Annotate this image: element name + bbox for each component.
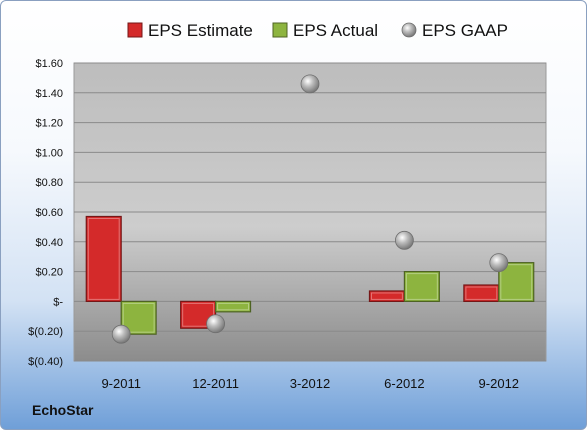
y-tick-label: $1.20 [35, 118, 63, 130]
x-tick-label: 3-2012 [290, 376, 330, 391]
y-tick-label: $1.00 [35, 147, 63, 159]
legend-estimate-swatch [127, 22, 143, 38]
legend-gaap-swatch [401, 22, 417, 38]
y-tick-label: $1.40 [35, 88, 63, 100]
bar-highlight [405, 273, 438, 300]
y-tick-label: $0.80 [35, 177, 63, 189]
bar-highlight [465, 286, 498, 300]
actual-bar [403, 271, 440, 303]
bar-highlight [370, 292, 403, 300]
bar-highlight [217, 302, 250, 311]
y-tick-label: $0.20 [35, 267, 63, 279]
y-tick-label: $0.60 [35, 207, 63, 219]
y-tick-label: $1.60 [35, 58, 63, 70]
gaap-marker [206, 314, 226, 334]
x-tick-label: 6-2012 [384, 376, 424, 391]
bar-highlight [500, 264, 533, 300]
y-tick-label: $0.40 [35, 237, 63, 249]
x-tick-label: 9-2011 [101, 376, 141, 391]
x-tick-label: 9-2012 [479, 376, 519, 391]
y-tick-label: $(0.20) [28, 326, 63, 338]
gaap-marker [300, 74, 320, 94]
legend-label: EPS Actual [293, 21, 378, 40]
legend: EPS Estimate EPS Actual EPS GAAP [127, 21, 508, 40]
gaap-marker [111, 324, 131, 344]
legend-label: EPS Estimate [148, 21, 253, 40]
y-tick-label: $(0.40) [28, 356, 63, 368]
gaap-markers [111, 74, 509, 344]
bar-highlight [122, 302, 155, 333]
legend-actual-swatch [272, 22, 288, 38]
actual-bar [215, 300, 252, 313]
company-name: EchoStar [32, 402, 94, 418]
bar-highlight [87, 217, 120, 300]
gaap-marker [489, 253, 509, 273]
x-axis-ticks: 9-2011 12-2011 3-2012 6-2012 9-2012 [101, 376, 519, 391]
gaap-marker [394, 230, 414, 250]
x-tick-label: 12-2011 [192, 376, 239, 391]
y-tick-label: $- [53, 296, 63, 308]
y-axis-ticks: $1.60 $1.40 $1.20 $1.00 $0.80 $0.60 $0.40 $0.20… [28, 58, 63, 368]
legend-label: EPS GAAP [422, 21, 508, 40]
estimate-bar [85, 215, 122, 303]
